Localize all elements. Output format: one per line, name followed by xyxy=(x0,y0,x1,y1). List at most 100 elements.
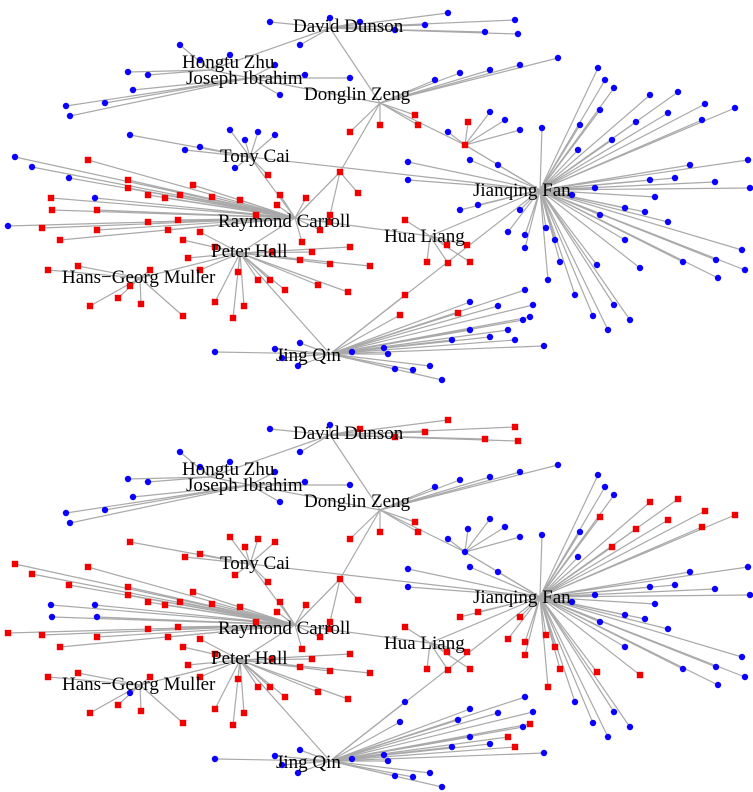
network-node-blue xyxy=(466,156,474,164)
network-edge xyxy=(539,67,599,191)
network-node-blue xyxy=(444,9,452,17)
network-node-blue xyxy=(438,376,446,384)
network-node-blue xyxy=(741,266,749,274)
network-edge xyxy=(329,708,471,762)
network-node-red xyxy=(481,435,489,443)
network-edge xyxy=(524,189,541,249)
network-edge xyxy=(239,658,273,661)
network-node-blue xyxy=(521,244,529,252)
network-edge xyxy=(274,348,331,355)
network-node-red xyxy=(273,201,281,209)
network-edge xyxy=(539,189,669,223)
network-node-blue xyxy=(651,600,659,608)
network-node-blue xyxy=(626,316,634,324)
network-node-red xyxy=(542,631,550,639)
network-node-red xyxy=(208,193,216,201)
network-node-blue xyxy=(621,643,629,651)
network-edge xyxy=(539,87,615,191)
network-edge xyxy=(539,596,615,713)
node-label-peter-hall: Peter Hall xyxy=(211,241,288,262)
network-edge xyxy=(65,484,251,514)
network-node-blue xyxy=(404,583,412,591)
network-node-red xyxy=(74,669,82,677)
network-node-blue xyxy=(494,709,502,717)
network-edge xyxy=(407,161,541,191)
network-edge xyxy=(464,111,491,146)
network-node-red xyxy=(636,671,644,679)
network-node-red xyxy=(511,743,519,751)
network-node-blue xyxy=(596,618,604,626)
network-node-red xyxy=(271,538,279,546)
network-node-red xyxy=(326,211,334,219)
network-node-blue xyxy=(664,218,672,226)
network-edge xyxy=(464,121,469,146)
network-node-blue xyxy=(431,483,439,491)
network-edge xyxy=(249,563,541,598)
network-edge xyxy=(539,189,598,266)
network-edge xyxy=(129,541,251,565)
network-node-red xyxy=(444,666,452,674)
network-node-blue xyxy=(65,174,73,182)
network-node-red xyxy=(551,643,559,651)
network-edge xyxy=(539,486,606,598)
node-label-david-dunson: David Dunson xyxy=(293,423,404,444)
network-node-blue xyxy=(554,461,562,469)
network-node-blue xyxy=(714,274,722,282)
network-node-red xyxy=(464,118,472,126)
network-edge xyxy=(539,596,641,676)
network-node-red xyxy=(326,625,334,633)
network-node-blue xyxy=(326,14,334,22)
network-node-blue xyxy=(636,264,644,272)
network-node-red xyxy=(556,665,564,673)
network-node-blue xyxy=(126,689,134,697)
network-edge xyxy=(519,596,541,618)
network-node-blue xyxy=(396,718,404,726)
network-edge xyxy=(539,189,656,198)
network-edge xyxy=(404,626,431,644)
node-label-hans-georg-muller: Hans−Georg Muller xyxy=(62,674,216,695)
network-edge xyxy=(179,194,296,219)
network-edge xyxy=(229,536,251,565)
network-node-red xyxy=(346,535,354,543)
node-label-hongtu-zhu: Hongtu Zhu xyxy=(182,52,275,73)
network-edge xyxy=(214,246,241,254)
network-edge xyxy=(329,171,341,216)
network-edge xyxy=(47,676,141,686)
network-edge xyxy=(497,164,541,191)
network-edge xyxy=(477,596,541,613)
network-edge xyxy=(209,54,231,71)
network-node-blue xyxy=(504,326,512,334)
network-node-red xyxy=(252,618,260,626)
network-edge xyxy=(132,484,251,498)
network-node-blue xyxy=(746,591,753,599)
network-edge xyxy=(294,217,321,231)
network-node-red xyxy=(174,623,182,631)
network-edge xyxy=(329,434,381,511)
network-node-red xyxy=(84,563,92,571)
network-edge xyxy=(339,102,381,173)
network-node-blue xyxy=(712,256,720,264)
network-node-red xyxy=(179,643,187,651)
network-node-red xyxy=(179,236,187,244)
network-node-red xyxy=(376,528,384,536)
network-edge xyxy=(539,566,749,598)
network-node-red xyxy=(346,650,354,658)
network-edge xyxy=(249,563,296,626)
network-edge xyxy=(329,726,524,762)
network-node-blue xyxy=(294,769,302,777)
network-node-red xyxy=(526,720,534,728)
network-edge xyxy=(249,541,276,565)
network-node-red xyxy=(296,256,304,264)
network-node-red xyxy=(56,643,64,651)
network-node-blue xyxy=(596,211,604,219)
node-label-peter-hall: Peter Hall xyxy=(211,648,288,669)
network-node-blue xyxy=(744,156,752,164)
network-node-blue xyxy=(231,164,239,172)
network-node-red xyxy=(346,128,354,136)
network-node-red xyxy=(38,224,46,232)
network-node-blue xyxy=(494,568,502,576)
network-edge xyxy=(329,353,431,367)
network-edge xyxy=(199,638,241,661)
network-node-blue xyxy=(129,493,137,501)
network-node-red xyxy=(144,218,152,226)
